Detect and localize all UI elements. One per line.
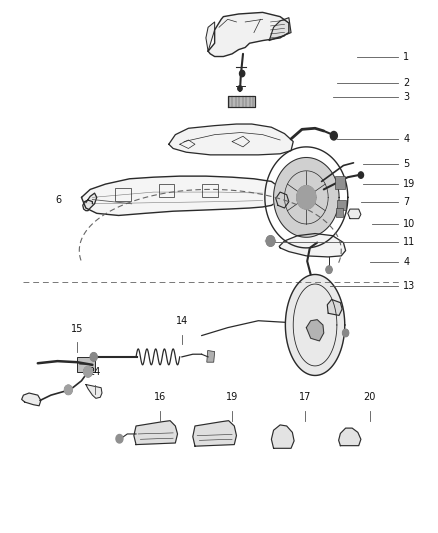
Polygon shape <box>276 192 289 208</box>
Circle shape <box>343 329 349 337</box>
Polygon shape <box>306 320 324 341</box>
Circle shape <box>297 185 316 209</box>
Circle shape <box>358 172 364 178</box>
Circle shape <box>64 385 72 394</box>
Circle shape <box>116 434 123 443</box>
Circle shape <box>326 266 332 273</box>
Polygon shape <box>348 209 361 219</box>
Polygon shape <box>21 393 41 406</box>
Polygon shape <box>337 200 346 211</box>
Polygon shape <box>335 176 345 189</box>
Circle shape <box>238 86 242 91</box>
Text: 3: 3 <box>403 92 410 102</box>
Polygon shape <box>134 421 177 445</box>
Polygon shape <box>206 22 215 51</box>
Circle shape <box>84 367 92 377</box>
Polygon shape <box>83 193 97 211</box>
Polygon shape <box>228 96 255 107</box>
Polygon shape <box>77 357 95 372</box>
Text: 17: 17 <box>299 392 311 402</box>
Polygon shape <box>279 233 346 257</box>
Text: 20: 20 <box>364 392 376 402</box>
Polygon shape <box>193 421 237 446</box>
Circle shape <box>90 353 97 361</box>
Circle shape <box>266 236 275 246</box>
Text: 6: 6 <box>56 195 62 205</box>
Text: 2: 2 <box>403 78 410 88</box>
Polygon shape <box>336 208 343 216</box>
Text: 7: 7 <box>403 197 410 207</box>
Polygon shape <box>86 384 102 398</box>
Text: 14: 14 <box>176 316 188 326</box>
Polygon shape <box>169 124 293 155</box>
Polygon shape <box>286 274 345 375</box>
Text: 15: 15 <box>71 324 83 334</box>
Circle shape <box>240 70 245 77</box>
Polygon shape <box>208 12 289 56</box>
Text: 10: 10 <box>403 219 416 229</box>
Text: 11: 11 <box>403 237 416 247</box>
Polygon shape <box>272 425 294 448</box>
Circle shape <box>274 158 339 237</box>
Text: 4: 4 <box>403 257 410 267</box>
Polygon shape <box>327 300 342 316</box>
Polygon shape <box>207 351 215 362</box>
Circle shape <box>330 132 337 140</box>
Text: 4: 4 <box>403 134 410 144</box>
Polygon shape <box>269 18 291 41</box>
Text: 13: 13 <box>403 281 416 290</box>
Polygon shape <box>339 428 361 446</box>
Text: 19: 19 <box>403 179 416 189</box>
Text: 16: 16 <box>154 392 166 402</box>
Text: 24: 24 <box>88 367 101 376</box>
Polygon shape <box>81 176 283 215</box>
Text: 1: 1 <box>403 52 410 61</box>
Text: 19: 19 <box>226 392 238 402</box>
Text: 5: 5 <box>403 159 410 169</box>
